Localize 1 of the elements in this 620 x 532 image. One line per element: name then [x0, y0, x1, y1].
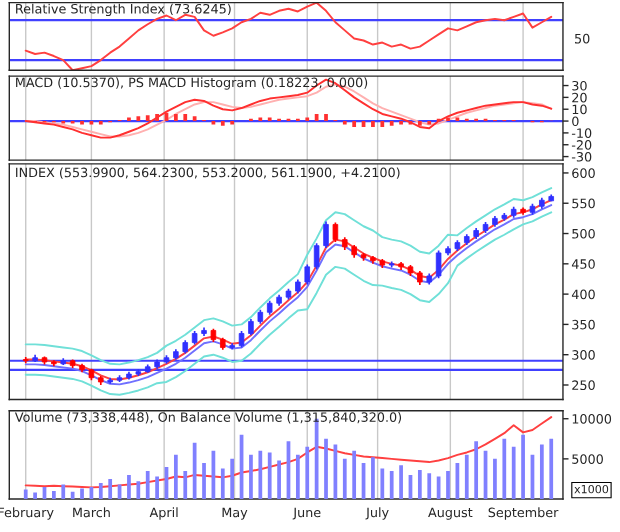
candlestick	[332, 221, 339, 243]
